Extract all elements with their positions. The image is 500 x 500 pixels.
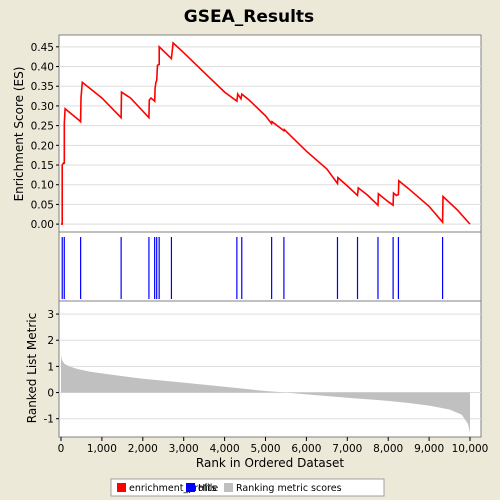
metric-y-axis-label: Ranked List Metric xyxy=(25,313,39,423)
legend-label: enrichment_profile xyxy=(129,483,218,494)
enrichment-gridlines xyxy=(59,46,481,225)
enrichment-y-tick-label: 0.25 xyxy=(31,121,54,133)
metric-y-tick-label: -1 xyxy=(44,414,54,426)
enrichment-y-tick-label: 0.45 xyxy=(31,42,54,54)
metric-y-tick-label: 1 xyxy=(47,361,54,373)
enrichment-y-tick-label: 0.15 xyxy=(31,160,54,172)
enrichment-y-tick-label: 0.40 xyxy=(31,62,54,74)
legend-swatch xyxy=(186,483,195,492)
x-axis-ticks: 0 1,000 2,000 3,000 4,000 5,000 6,000 7,000 8,00… xyxy=(58,437,489,455)
enrichment-y-tick-label: 0.30 xyxy=(31,101,54,113)
x-tick-label: 3,000 xyxy=(169,443,199,455)
metric-y-tick-label: 2 xyxy=(47,335,54,347)
legend-label: Ranking metric scores xyxy=(236,483,342,494)
legend-label: Hits xyxy=(198,483,217,494)
ranking-metric-series xyxy=(61,354,470,434)
x-tick-label: 2,000 xyxy=(128,443,158,455)
x-tick-label: 9,000 xyxy=(414,443,444,455)
chart-title: GSEA_Results xyxy=(184,7,314,27)
hits-markers xyxy=(61,237,444,299)
x-tick-label: 7,000 xyxy=(332,443,362,455)
enrichment-plot-area xyxy=(58,34,482,233)
x-tick-label: 4,000 xyxy=(210,443,240,455)
enrichment-y-tick-label: 0.10 xyxy=(31,180,54,192)
metric-y-ticks: -1 0 1 2 3 xyxy=(44,309,59,426)
hits-plot-area xyxy=(58,231,482,302)
enrichment-profile-series xyxy=(61,41,471,225)
ranking-metric-area xyxy=(61,354,470,434)
enrichment-y-tick-label: 0.35 xyxy=(31,81,54,93)
x-tick-label: 0 xyxy=(58,443,65,455)
metric-plot-area xyxy=(58,300,482,438)
x-tick-label: 6,000 xyxy=(291,443,321,455)
x-axis-label: Rank in Ordered Dataset xyxy=(196,456,344,470)
enrichment-y-ticks: 0.00 0.05 0.10 0.15 0.20 0.25 0.30 0.35 0.40 0.45 xyxy=(31,42,59,231)
legend-swatch xyxy=(224,483,233,492)
enrichment-y-tick-label: 0.00 xyxy=(31,219,54,231)
enrichment-profile-line xyxy=(61,41,471,225)
x-tick-label: 8,000 xyxy=(373,443,403,455)
metric-y-tick-label: 0 xyxy=(47,388,54,400)
x-tick-label: 10,000 xyxy=(452,443,489,455)
enrichment-y-tick-label: 0.05 xyxy=(31,199,54,211)
metric-gridlines xyxy=(59,313,481,420)
enrichment-y-tick-label: 0.20 xyxy=(31,140,54,152)
legend-box xyxy=(110,478,385,497)
enrichment-y-axis-label: Enrichment Score (ES) xyxy=(12,67,26,202)
x-tick-label: 1,000 xyxy=(87,443,117,455)
x-tick-label: 5,000 xyxy=(250,443,280,455)
metric-y-tick-label: 3 xyxy=(47,309,54,321)
legend-swatch xyxy=(117,483,126,492)
